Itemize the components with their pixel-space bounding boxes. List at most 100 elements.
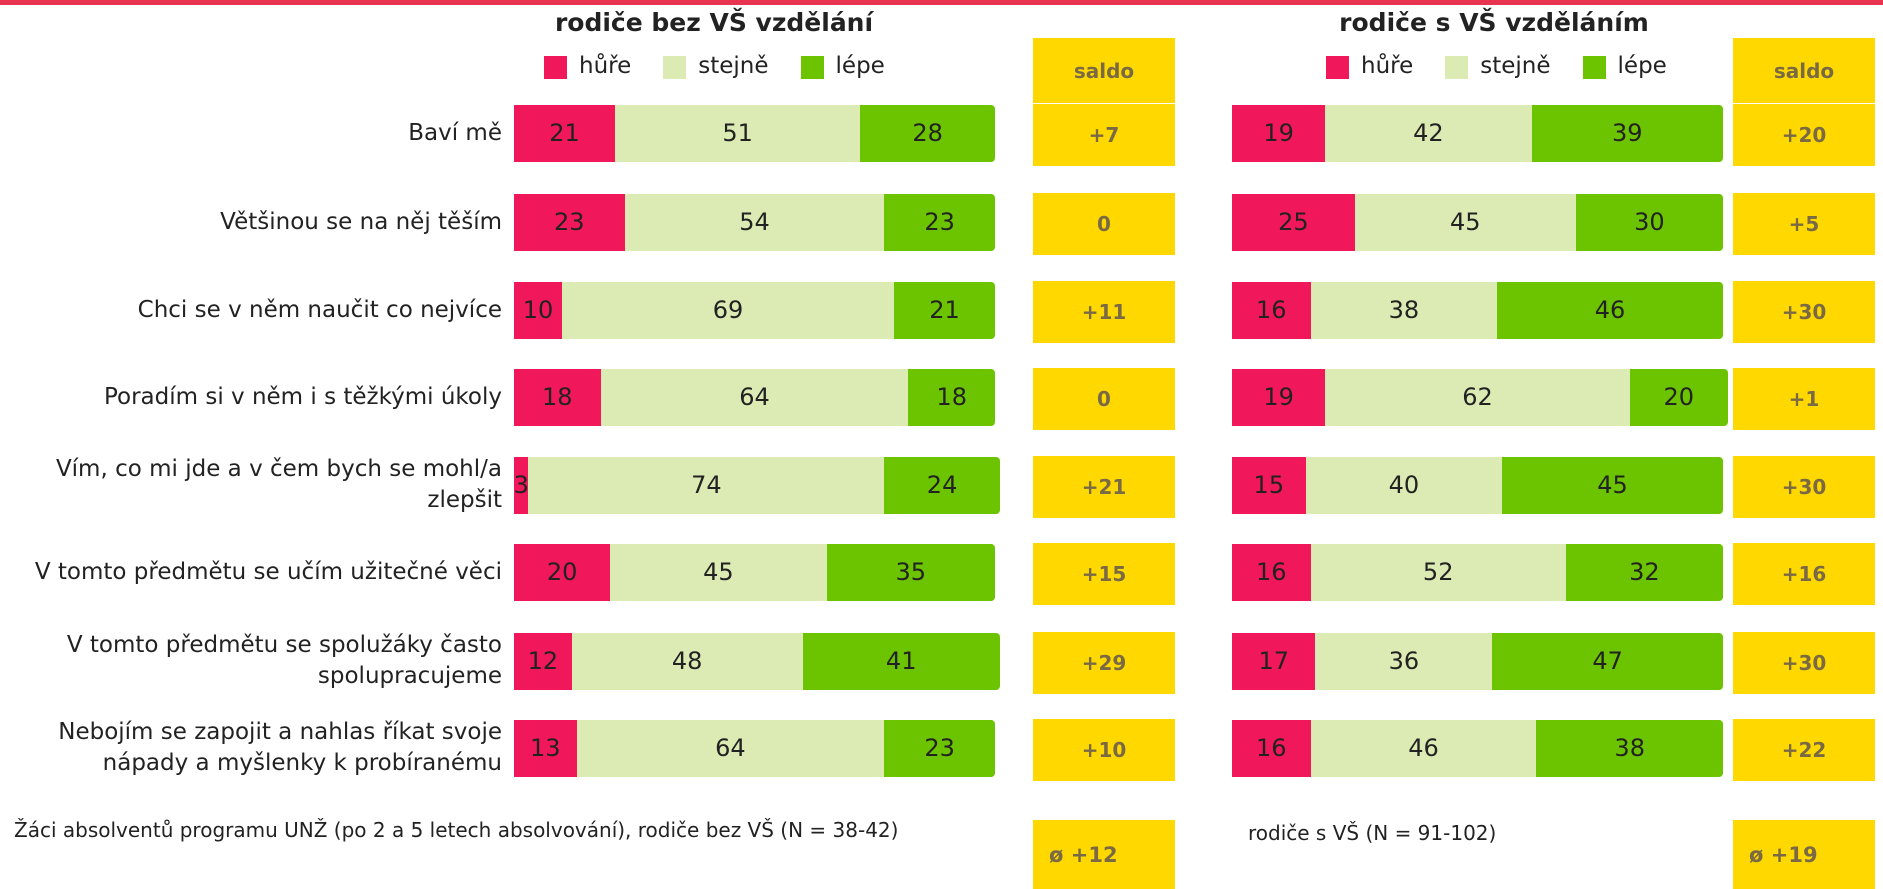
- bar-segment: 19: [1232, 104, 1326, 162]
- category-label: Poradím si v něm i s těžkými úkoly: [103, 383, 502, 410]
- chart-title: rodiče bez VŠ vzdělání: [554, 8, 874, 37]
- value-label: 10: [522, 296, 554, 324]
- value-label: 18: [936, 383, 967, 411]
- bar-segment: 74: [528, 456, 885, 514]
- value-label: 48: [671, 647, 703, 675]
- value-label: 30: [1634, 208, 1665, 236]
- top-line: [0, 0, 1883, 5]
- bar-segment: 21: [893, 281, 995, 339]
- bar-segment: 42: [1325, 104, 1532, 162]
- bar-segment: 18: [514, 368, 601, 426]
- bar-segment: 32: [1565, 543, 1723, 601]
- bar-segment: 64: [600, 368, 909, 426]
- value-label: 20: [1663, 383, 1695, 411]
- value-label: 21: [929, 296, 960, 324]
- value-label: 3: [513, 471, 529, 499]
- value-label: 13: [529, 734, 561, 762]
- value-label: 28: [912, 119, 943, 147]
- saldo-value: +15: [1033, 543, 1175, 605]
- value-label: 64: [715, 734, 746, 762]
- bar-segment: 41: [802, 632, 1000, 690]
- bar-segment: 35: [826, 543, 995, 601]
- bar-segment: 45: [1502, 456, 1723, 514]
- saldo-value: +20: [1733, 104, 1875, 166]
- value-label: 45: [1449, 208, 1481, 236]
- value-label: 38: [1614, 734, 1645, 762]
- legend-label: lépe: [835, 53, 885, 79]
- bar-segment: 23: [884, 719, 995, 777]
- bar-segment: 25: [1232, 193, 1355, 251]
- category-label: Baví mě: [408, 119, 502, 146]
- value-label: 41: [885, 647, 917, 675]
- saldo-average: ø +12: [1033, 820, 1175, 889]
- bar-segment: 69: [562, 281, 894, 339]
- value-label: 32: [1629, 558, 1660, 586]
- value-label: 42: [1413, 119, 1444, 147]
- bar-segment: 20: [1629, 368, 1728, 426]
- saldo-header: saldo: [1033, 38, 1175, 103]
- value-label: 39: [1611, 119, 1643, 147]
- value-label: 74: [691, 471, 722, 499]
- bar-segment: 54: [624, 193, 885, 251]
- category-label: Nebojím se zapojit a nahlas říkat svoje …: [58, 719, 502, 776]
- bar-segment: 16: [1232, 719, 1311, 777]
- saldo-value: +22: [1733, 719, 1875, 781]
- bar-segment: 13: [514, 719, 577, 777]
- value-label: 23: [924, 208, 955, 236]
- bar-segment: 40: [1305, 456, 1503, 514]
- legend-swatch: [1582, 56, 1606, 79]
- bar-segment: 47: [1492, 632, 1723, 690]
- bar-segment: 36: [1315, 632, 1493, 690]
- bar-segment: 48: [571, 632, 803, 690]
- value-label: 16: [1256, 558, 1287, 586]
- value-label: 19: [1263, 383, 1294, 411]
- footnote: Žáci absolventů programu UNŽ (po 2 a 5 l…: [14, 818, 899, 842]
- saldo-value: +1: [1733, 368, 1875, 430]
- bar-segment: 17: [1232, 632, 1316, 690]
- legend-swatch: [1445, 56, 1469, 79]
- bar-segment: 23: [514, 193, 625, 251]
- value-label: 46: [1408, 734, 1439, 762]
- saldo-value: +30: [1733, 632, 1875, 694]
- legend-swatch: [544, 56, 567, 79]
- bar-segment: 28: [860, 104, 995, 162]
- bar-segment: 45: [1354, 193, 1576, 251]
- bar-segment: 16: [1232, 281, 1311, 339]
- value-label: 38: [1388, 296, 1420, 324]
- value-label: 15: [1253, 471, 1285, 499]
- value-label: 19: [1263, 119, 1294, 147]
- bar-segment: 20: [514, 543, 611, 601]
- bar-segment: 19: [1232, 368, 1326, 426]
- value-label: 20: [546, 558, 578, 586]
- bar-segment: 24: [884, 456, 1000, 514]
- legend-swatch: [800, 56, 824, 79]
- bar-segment: 45: [610, 543, 827, 601]
- value-label: 62: [1462, 383, 1493, 411]
- legend-label: hůře: [579, 53, 632, 79]
- value-label: 64: [739, 383, 770, 411]
- bar-segment: 62: [1325, 368, 1630, 426]
- bar-segment: 64: [576, 719, 885, 777]
- saldo-value: +30: [1733, 281, 1875, 343]
- saldo-value: +30: [1733, 456, 1875, 518]
- category-label: V tomto předmětu se učím užitečné věci: [34, 558, 502, 585]
- value-label: 45: [1597, 471, 1628, 499]
- value-label: 54: [739, 208, 770, 236]
- saldo-value: 0: [1033, 368, 1175, 430]
- saldo-value: +16: [1733, 543, 1875, 605]
- saldo-header: saldo: [1733, 38, 1875, 103]
- value-label: 18: [542, 383, 573, 411]
- value-label: 47: [1592, 647, 1623, 675]
- value-label: 23: [924, 734, 955, 762]
- value-label: 23: [554, 208, 585, 236]
- legend-label: hůře: [1361, 53, 1414, 79]
- value-label: 51: [722, 119, 753, 147]
- value-label: 52: [1422, 558, 1454, 586]
- value-label: 16: [1256, 734, 1287, 762]
- legend-label: lépe: [1617, 53, 1667, 79]
- legend-label: stejně: [1480, 53, 1551, 79]
- bar-segment: 3: [513, 456, 529, 514]
- saldo-value: +7: [1033, 104, 1175, 166]
- legend-swatch: [663, 56, 687, 79]
